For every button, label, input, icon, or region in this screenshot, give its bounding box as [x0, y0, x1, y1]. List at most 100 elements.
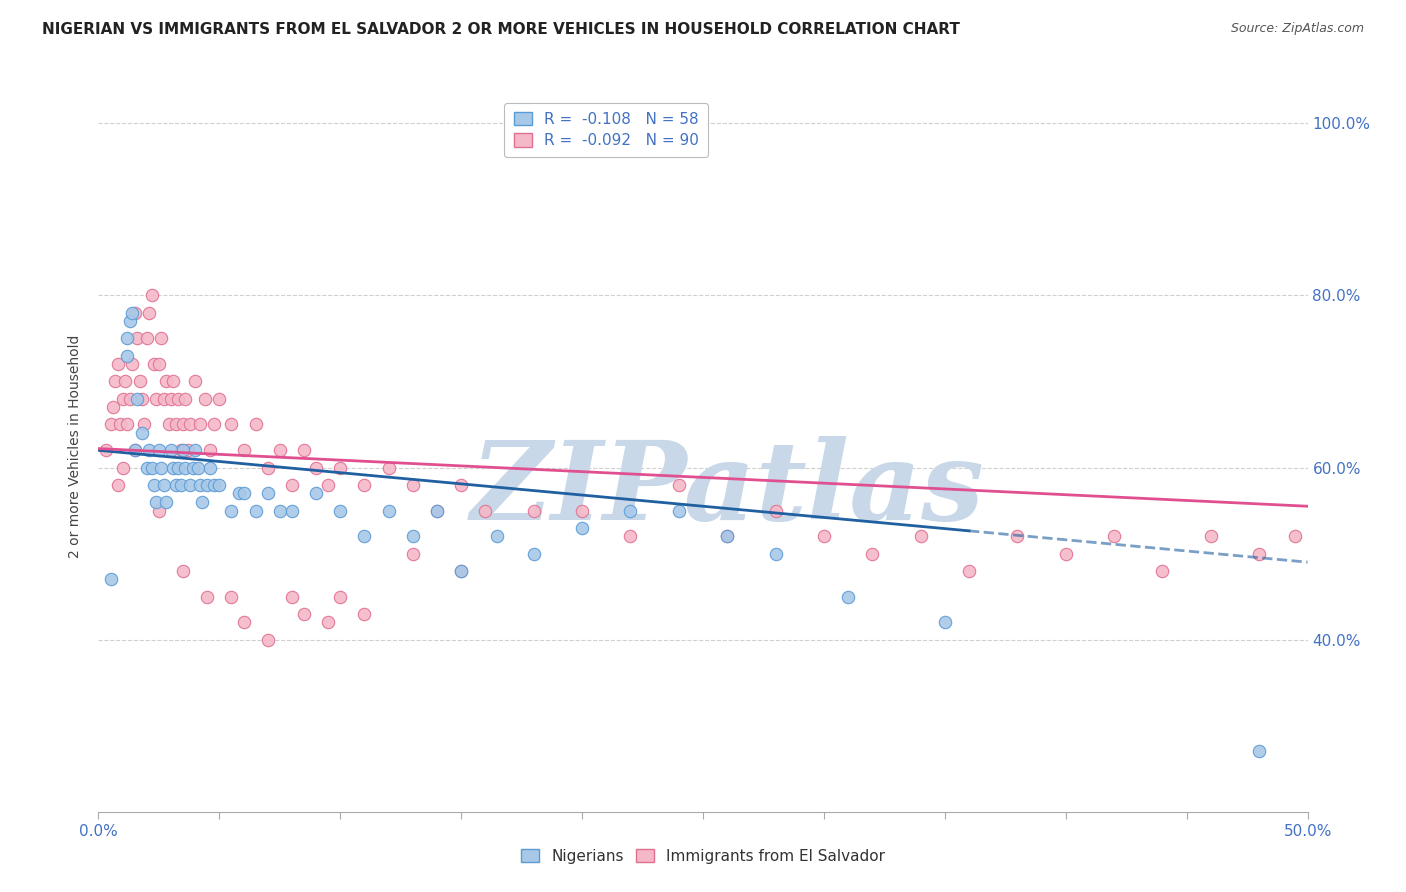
Point	[329, 503, 352, 517]
Point	[162, 460, 184, 475]
Point	[195, 590, 218, 604]
Point	[187, 460, 209, 475]
Point	[94, 443, 117, 458]
Point	[134, 417, 156, 432]
Point	[150, 331, 173, 345]
Point	[117, 349, 139, 363]
Point	[221, 417, 243, 432]
Point	[765, 503, 787, 517]
Point	[141, 288, 163, 302]
Point	[165, 477, 187, 491]
Point	[232, 615, 254, 630]
Point	[198, 460, 221, 475]
Point	[124, 305, 146, 319]
Point	[104, 375, 127, 389]
Point	[141, 460, 163, 475]
Point	[145, 495, 167, 509]
Point	[152, 392, 174, 406]
Point	[1284, 529, 1306, 543]
Point	[124, 443, 146, 458]
Point	[619, 529, 641, 543]
Point	[181, 460, 204, 475]
Point	[281, 477, 304, 491]
Point	[1054, 547, 1077, 561]
Point	[195, 477, 218, 491]
Point	[179, 477, 201, 491]
Point	[191, 495, 214, 509]
Point	[668, 477, 690, 491]
Point	[172, 417, 194, 432]
Point	[860, 547, 883, 561]
Point	[813, 529, 835, 543]
Point	[108, 417, 131, 432]
Y-axis label: 2 or more Vehicles in Household: 2 or more Vehicles in Household	[69, 334, 83, 558]
Point	[135, 331, 157, 345]
Point	[160, 443, 183, 458]
Point	[188, 417, 211, 432]
Point	[316, 615, 339, 630]
Point	[402, 547, 425, 561]
Point	[450, 564, 472, 578]
Text: NIGERIAN VS IMMIGRANTS FROM EL SALVADOR 2 OR MORE VEHICLES IN HOUSEHOLD CORRELAT: NIGERIAN VS IMMIGRANTS FROM EL SALVADOR …	[42, 22, 960, 37]
Point	[107, 477, 129, 491]
Point	[208, 477, 231, 491]
Point	[934, 615, 956, 630]
Point	[172, 564, 194, 578]
Point	[167, 392, 190, 406]
Point	[160, 392, 183, 406]
Point	[131, 392, 153, 406]
Point	[155, 495, 177, 509]
Point	[269, 443, 291, 458]
Point	[111, 392, 134, 406]
Point	[221, 590, 243, 604]
Point	[571, 521, 593, 535]
Point	[167, 460, 190, 475]
Point	[245, 503, 267, 517]
Point	[179, 417, 201, 432]
Point	[118, 314, 141, 328]
Point	[716, 529, 738, 543]
Point	[292, 443, 315, 458]
Point	[111, 460, 134, 475]
Point	[269, 503, 291, 517]
Point	[1249, 547, 1271, 561]
Point	[194, 392, 217, 406]
Point	[172, 443, 194, 458]
Point	[127, 392, 149, 406]
Point	[329, 460, 352, 475]
Point	[150, 460, 173, 475]
Point	[148, 443, 170, 458]
Point	[184, 375, 207, 389]
Point	[619, 503, 641, 517]
Point	[486, 529, 509, 543]
Point	[450, 477, 472, 491]
Point	[353, 477, 375, 491]
Point	[292, 607, 315, 621]
Point	[474, 503, 496, 517]
Point	[107, 357, 129, 371]
Point	[281, 590, 304, 604]
Point	[131, 426, 153, 441]
Point	[305, 486, 328, 500]
Point	[100, 573, 122, 587]
Point	[117, 417, 139, 432]
Text: ZIPatlas: ZIPatlas	[470, 436, 984, 543]
Point	[198, 443, 221, 458]
Point	[1152, 564, 1174, 578]
Point	[402, 477, 425, 491]
Point	[232, 443, 254, 458]
Point	[426, 503, 449, 517]
Point	[523, 503, 546, 517]
Point	[169, 477, 191, 491]
Point	[228, 486, 250, 500]
Point	[118, 392, 141, 406]
Point	[837, 590, 859, 604]
Point	[204, 417, 226, 432]
Point	[155, 375, 177, 389]
Point	[329, 590, 352, 604]
Point	[124, 443, 146, 458]
Point	[716, 529, 738, 543]
Point	[221, 503, 243, 517]
Point	[377, 460, 399, 475]
Point	[162, 375, 184, 389]
